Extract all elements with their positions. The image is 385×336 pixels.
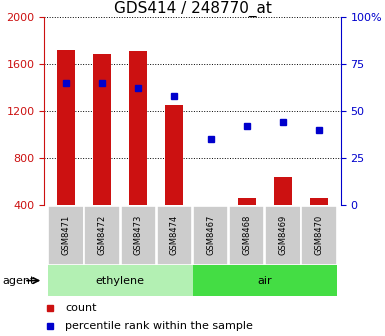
Bar: [129, 51, 147, 205]
Text: GSM8473: GSM8473: [134, 215, 143, 255]
Bar: [57, 50, 75, 205]
Text: GSM8469: GSM8469: [278, 215, 287, 255]
Text: GSM8470: GSM8470: [315, 215, 323, 255]
Bar: [157, 206, 192, 265]
Bar: [193, 206, 228, 265]
Bar: [301, 206, 337, 265]
Bar: [229, 206, 264, 265]
Bar: [93, 54, 111, 205]
Text: GSM8468: GSM8468: [242, 215, 251, 255]
Text: count: count: [65, 303, 97, 313]
Bar: [201, 205, 219, 208]
Bar: [192, 265, 337, 296]
Bar: [48, 206, 84, 265]
Text: ethylene: ethylene: [96, 276, 145, 286]
Bar: [238, 198, 256, 205]
Title: GDS414 / 248770_at: GDS414 / 248770_at: [114, 1, 271, 17]
Bar: [274, 177, 292, 205]
Bar: [265, 206, 301, 265]
Text: air: air: [258, 276, 272, 286]
Bar: [166, 105, 184, 205]
Bar: [84, 206, 120, 265]
Text: percentile rank within the sample: percentile rank within the sample: [65, 321, 253, 331]
Bar: [48, 265, 192, 296]
Text: GSM8471: GSM8471: [62, 215, 70, 255]
Text: GSM8474: GSM8474: [170, 215, 179, 255]
Text: GSM8467: GSM8467: [206, 215, 215, 255]
Text: agent: agent: [2, 276, 34, 286]
Bar: [121, 206, 156, 265]
Bar: [310, 198, 328, 205]
Text: GSM8472: GSM8472: [98, 215, 107, 255]
